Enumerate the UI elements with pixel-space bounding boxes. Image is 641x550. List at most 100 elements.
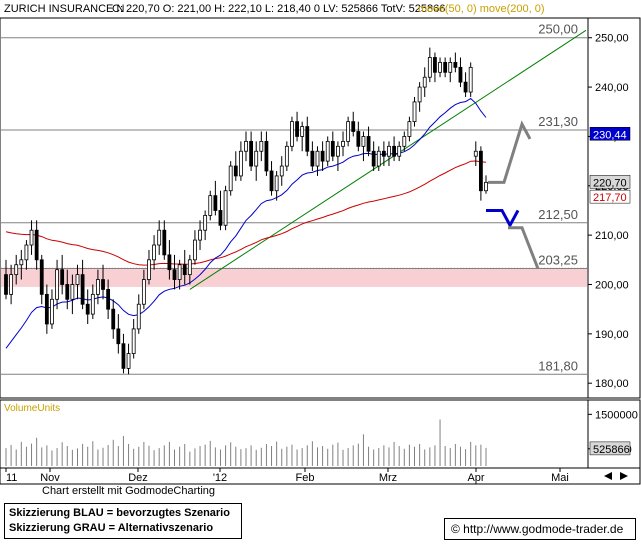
level-label-bg (530, 114, 580, 129)
website-box[interactable]: © http://www.godmode-trader.de (444, 518, 636, 540)
candle-body (269, 170, 274, 192)
candle-body (478, 150, 483, 192)
x-tick-label: Mai (551, 472, 569, 484)
candle-body (70, 284, 75, 300)
candle-body (55, 269, 59, 300)
volume-axis-ticks: 1500000500000525866 (588, 409, 638, 456)
candle-body (463, 81, 468, 93)
ma-label: move(50, 0) move(200, 0) (418, 3, 545, 15)
website-link[interactable]: © http://www.godmode-trader.de (451, 522, 624, 536)
candle-body (387, 145, 391, 157)
candle-body (330, 140, 335, 157)
candle-body (96, 279, 100, 295)
level-label: 250,00 (538, 22, 578, 37)
candle-body (381, 150, 386, 157)
x-tick-label: Dez (128, 472, 148, 484)
candle-body (39, 259, 44, 295)
ma50-line (5, 97, 487, 349)
candle-body (172, 269, 177, 280)
candle-body (412, 101, 417, 123)
candle-body (167, 254, 172, 271)
candle-body (203, 215, 208, 231)
y-tick-label: 180,00 (595, 378, 629, 390)
candle-body (433, 57, 437, 73)
volume-axis (587, 399, 641, 469)
candle-body (468, 66, 473, 93)
candle-body (290, 121, 294, 147)
candle-body (14, 264, 19, 276)
candle-body (187, 259, 192, 276)
support-zone-layer (1, 267, 587, 287)
candle-body (397, 145, 402, 157)
scenario-sketches (486, 120, 540, 270)
header-bar (0, 0, 641, 18)
candle-body (50, 298, 54, 325)
candlesticks (4, 47, 488, 375)
candle-body (75, 274, 80, 285)
candle-body (443, 62, 448, 73)
volume-tick-label: 1500000 (595, 409, 638, 421)
scroll-right-icon[interactable] (620, 472, 628, 480)
candle-body (274, 175, 279, 192)
candle-body (116, 328, 121, 345)
volume-last-bg (589, 441, 631, 456)
level-label: 212,50 (538, 207, 578, 222)
candle-body (141, 279, 146, 305)
symbol-name: ZURICH INSURANCE N (4, 3, 124, 15)
candle-body (295, 121, 299, 137)
scroll-left-icon[interactable] (604, 472, 612, 480)
candle-body (177, 264, 182, 280)
candle-body (422, 76, 427, 88)
quote-line: C: 220,70 O: 221,00 H: 222,10 L: 218,40 … (112, 3, 445, 15)
candle-body (90, 293, 95, 315)
candle-body (85, 303, 90, 315)
candle-body (244, 140, 248, 152)
candle-body (484, 181, 488, 192)
candle-body (152, 244, 156, 261)
candle-body (346, 121, 351, 142)
candle-body (19, 259, 24, 266)
chart-credit: Chart erstellt mit GodmodeCharting (42, 485, 216, 497)
candle-body (24, 244, 29, 261)
candle-body (233, 165, 238, 177)
candle-body (249, 140, 254, 167)
candle-body (427, 57, 432, 78)
y-tick-label: 200,00 (595, 279, 629, 291)
y-tick-label: 240,00 (595, 82, 629, 94)
candle-body (458, 66, 463, 83)
last-price-tag-bg (589, 175, 631, 189)
level-label: 203,25 (538, 252, 578, 267)
x-tick-label: 11 (6, 472, 17, 484)
candle-body (341, 140, 345, 147)
candle-body (361, 136, 366, 147)
volume-last-label: 525866 (593, 444, 630, 456)
x-axis-labels: 11 Nov Dez '12 Feb Mrz Apr Mai (5, 468, 569, 484)
candle-body (376, 150, 381, 167)
level-label: 181,80 (538, 358, 578, 373)
price-panel (0, 17, 589, 399)
candle-body (284, 145, 289, 167)
candle-body (473, 150, 478, 157)
candle-body (448, 62, 453, 73)
scenario-legend: Skizzierung BLAU = bevorzugtes Szenario … (4, 503, 242, 539)
candle-body (4, 274, 8, 295)
candle-body (80, 274, 85, 305)
candle-body (351, 121, 356, 132)
level-label-bg (530, 358, 580, 373)
volume-bars (5, 419, 487, 466)
candle-body (9, 274, 14, 295)
level-label: 231,30 (538, 114, 578, 129)
legend-blue-text: Skizzierung BLAU = bevorzugtes Szenario (9, 507, 230, 519)
level-label-bg (530, 206, 580, 221)
ma200-tag: 217,70 (593, 192, 627, 204)
candle-body (356, 131, 361, 147)
ma50-tag-bg (589, 127, 631, 141)
candle-body (213, 195, 218, 211)
scroll-arrows[interactable] (604, 472, 628, 480)
candle-body (259, 140, 264, 152)
candle-body (106, 289, 111, 310)
candle-body (305, 126, 310, 152)
grey-scenario-down (508, 226, 540, 270)
last-price-tag: 220,70 (593, 177, 627, 189)
